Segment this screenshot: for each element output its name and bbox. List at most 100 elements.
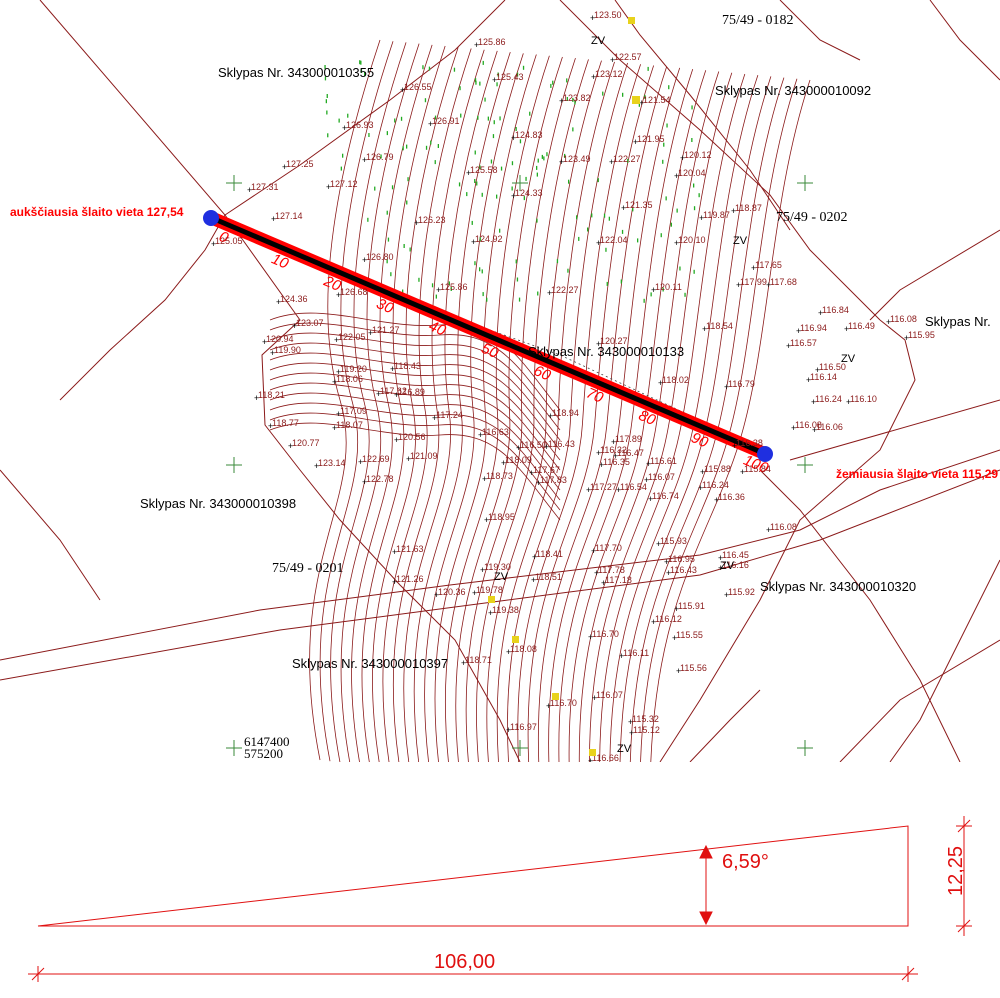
svg-text:+: + [292,321,297,331]
height-tick-top [957,819,971,833]
svg-text:+: + [724,382,729,392]
spot-height-value: 124.33 [515,188,543,198]
spot-height: +121.35 [621,200,653,213]
spot-height: +116.10 [846,394,877,407]
vegetation-mark [477,115,479,120]
spot-height-value: 118.54 [706,321,733,331]
svg-text:+: + [332,377,337,387]
vegetation-mark [603,213,606,218]
vegetation-marks [324,60,700,303]
zv-marker: ZV [617,743,632,755]
spot-height-value: 116.54 [620,482,647,492]
spot-height-value: 120.56 [398,432,426,442]
vegetation-mark [390,272,392,277]
vegetation-mark [564,153,566,158]
spot-height-value: 116.38 [736,438,763,448]
spot-height-value: 121.54 [643,95,671,105]
spot-height: +117.65 [751,260,782,273]
spot-height-value: 127.14 [275,211,303,221]
spot-height: +118.73 [482,471,513,484]
vegetation-mark [500,166,503,171]
chainage-label: 70 [584,385,607,407]
svg-text:+: + [656,539,661,549]
spot-height-value: 127.25 [286,159,314,169]
spot-height: +115.55 [672,630,703,643]
vegetation-mark [484,97,486,102]
svg-text:+: + [718,553,723,563]
vegetation-mark [637,238,639,243]
svg-text:+: + [766,280,771,290]
highest-point-marker [203,210,219,226]
spot-height: +126.91 [428,116,460,129]
contour-line [340,43,420,762]
vegetation-mark [552,80,554,85]
spot-height: +116.12 [651,614,682,627]
svg-text:+: + [610,55,615,65]
spot-height: +116.66 [588,753,619,762]
spot-height-value: 116.08 [770,522,797,532]
spot-height-value: 122.57 [614,52,642,62]
vegetation-mark [434,115,437,120]
vegetation-mark [516,277,519,282]
svg-text:+: + [672,633,677,643]
vegetation-mark [602,91,604,96]
zv-marker: ZV [733,235,748,247]
spot-height-value: 118.77 [272,418,299,428]
vegetation-mark [662,159,664,164]
spot-height: +118.02 [658,375,689,388]
spot-height-value: 118.02 [662,375,689,385]
svg-text:+: + [288,441,293,451]
spot-height: +118.06 [332,374,363,387]
vegetation-mark [515,127,517,131]
spot-height-value: 119.20 [340,364,367,374]
spot-height: +122.05 [334,332,366,345]
svg-text:+: + [428,119,433,129]
spot-height: +116.74 [648,491,679,504]
spot-height: +125.86 [474,37,506,50]
spot-height-value: 120.12 [684,150,712,160]
vegetation-mark [650,292,652,297]
spot-height-value: 127.12 [330,179,358,189]
zv-marker: ZV [720,560,735,572]
vegetation-mark [458,182,461,187]
vegetation-mark [340,166,342,171]
vegetation-mark [460,113,462,118]
svg-text:+: + [276,297,281,307]
vegetation-mark [453,67,456,72]
svg-text:+: + [392,577,397,587]
svg-text:+: + [390,364,395,374]
chainage-label: 50 [479,340,502,362]
spot-height-value: 116.57 [790,338,817,348]
spot-height: +125.86 [436,282,468,295]
spot-height: +118.54 [702,321,733,334]
highest-point-label: aukščiausia šlaito vieta 127,54 [10,205,184,219]
spot-height-value: 116.12 [655,614,682,624]
svg-text:+: + [714,495,719,505]
vegetation-mark [490,159,493,164]
svg-text:+: + [488,608,493,618]
zv-marker: ZV [494,571,509,583]
contour-line [269,372,561,471]
vegetation-mark [537,291,539,296]
vegetation-mark [523,196,525,201]
svg-text:+: + [698,483,703,493]
spot-height-value: 126.93 [346,120,374,130]
contour-line [351,44,433,762]
vegetation-mark [627,158,629,163]
vegetation-mark [434,160,436,165]
spot-height-value: 122.27 [551,285,579,295]
svg-text:+: + [362,255,367,265]
spot-height-value: 116.07 [596,690,623,700]
vegetation-mark [693,206,696,211]
spot-height: +116.47 [613,448,644,461]
svg-text:+: + [282,162,287,172]
contour-line [269,352,561,451]
spot-height: +116.43 [544,439,575,452]
spot-height-value: 126.68 [340,287,368,297]
spot-height-value: 117.09 [340,406,367,416]
svg-text:+: + [812,425,817,435]
spot-height: +116.08 [766,522,797,535]
spot-height: +122.27 [609,154,641,167]
spot-height-value: 122.04 [600,235,628,245]
spot-height-value: 116.97 [510,722,537,732]
